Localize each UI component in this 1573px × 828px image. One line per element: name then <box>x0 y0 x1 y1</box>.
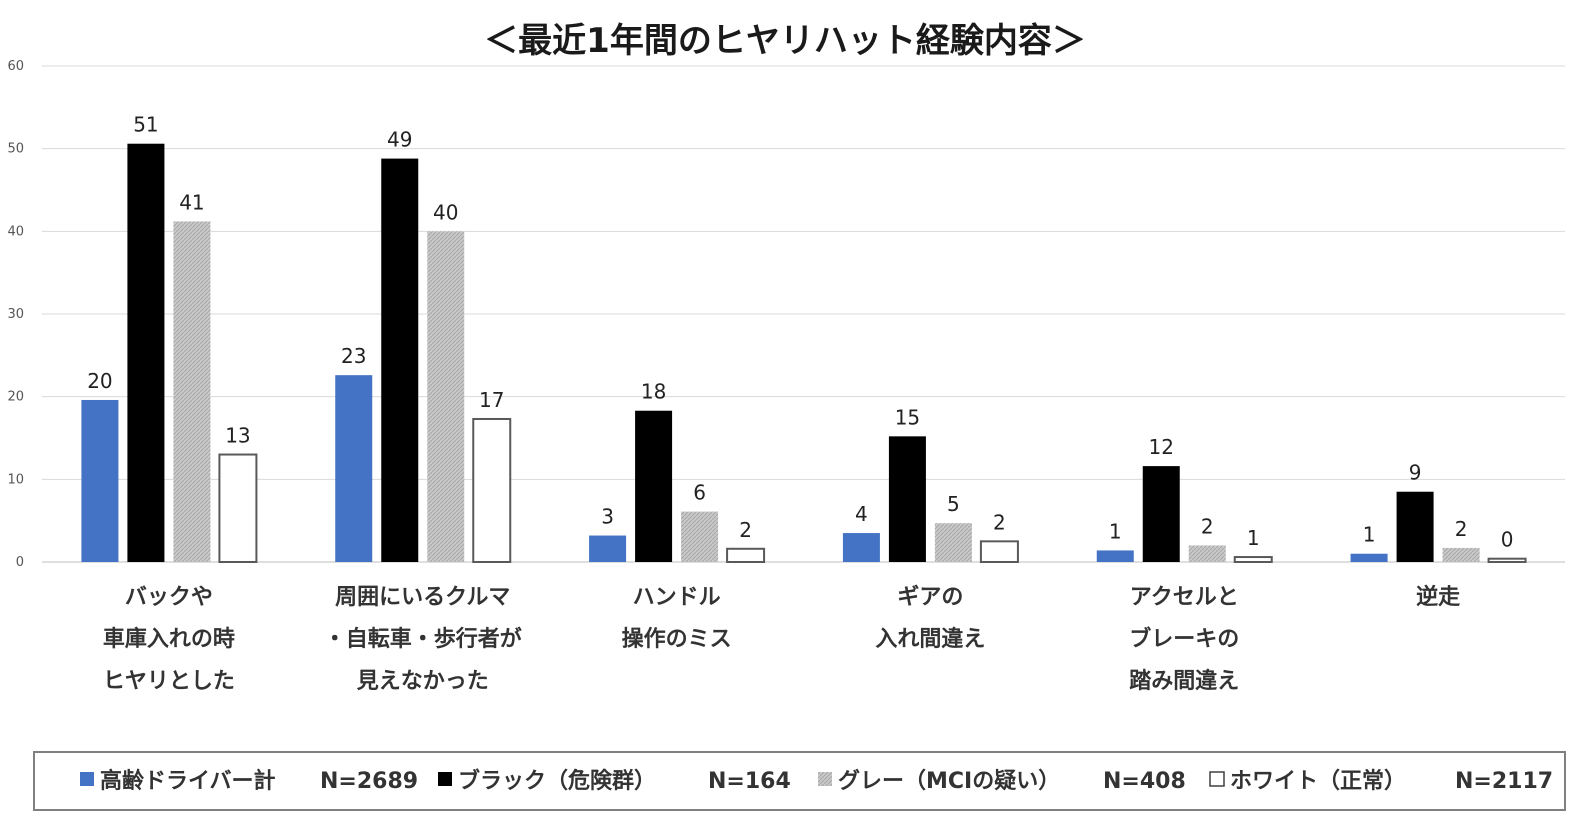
bar <box>1142 466 1180 562</box>
category-label: 入れ間違え <box>875 626 985 652</box>
category-label: 操作のミス <box>622 627 732 652</box>
bar <box>81 399 119 562</box>
bar <box>589 535 627 562</box>
data-label: 9 <box>1409 461 1422 485</box>
data-label: 41 <box>179 190 204 214</box>
y-tick-label: 0 <box>16 555 24 570</box>
bar <box>1442 547 1480 562</box>
y-tick-label: 40 <box>7 224 24 239</box>
data-label: 2 <box>1455 517 1468 541</box>
data-label: 3 <box>601 505 614 529</box>
legend-n-label: N=164 <box>708 769 791 794</box>
y-axis-ticks: 0 10 20 30 40 50 60 <box>7 59 24 570</box>
category-label: 逆走 <box>1416 584 1460 610</box>
bar <box>427 231 465 563</box>
category-label: ブレーキの <box>1129 626 1239 652</box>
category-label: ・自転車・歩行者が <box>324 626 522 652</box>
legend-swatch <box>80 772 94 786</box>
category-label: 車庫入れの時 <box>103 626 235 652</box>
data-label: 51 <box>133 113 158 137</box>
legend-label: グレー（MCIの疑い） <box>838 768 1060 794</box>
category-label: ハンドル <box>633 585 721 610</box>
data-label: 5 <box>947 492 960 516</box>
y-tick-label: 20 <box>7 390 24 405</box>
data-label: 20 <box>87 369 112 393</box>
legend-box <box>33 751 1566 811</box>
data-label: 13 <box>225 424 250 448</box>
y-tick-label: 30 <box>7 307 24 322</box>
bar <box>635 410 673 562</box>
bar <box>173 221 211 562</box>
legend-swatch <box>818 772 832 786</box>
data-label: 49 <box>387 128 412 152</box>
data-label: 40 <box>433 200 458 224</box>
category-label: ヒヤリとした <box>103 669 235 694</box>
data-label: 2 <box>1201 514 1214 538</box>
y-tick-label: 60 <box>7 59 24 74</box>
bar <box>681 511 719 562</box>
gridlines <box>42 65 1565 563</box>
category-label: 踏み間違え <box>1129 668 1239 694</box>
data-label: 0 <box>1501 528 1514 552</box>
bar <box>1188 545 1226 562</box>
category-label: バックや <box>125 585 213 610</box>
bar <box>1233 556 1273 563</box>
bar <box>726 547 766 563</box>
legend-label: ホワイト（正常） <box>1230 768 1406 794</box>
bar <box>842 533 880 562</box>
bar <box>218 453 258 563</box>
data-label: 15 <box>895 405 920 429</box>
bar <box>1096 550 1134 562</box>
bar <box>1350 553 1388 562</box>
bar <box>979 540 1019 563</box>
legend: 高齢ドライバー計 N=2689 ブラック（危険群） N=164 グレー（MCIの疑い） N… <box>80 768 1553 794</box>
data-label: 1 <box>1247 526 1260 550</box>
bar <box>1396 491 1434 562</box>
data-label: 6 <box>693 481 706 505</box>
bar <box>934 523 972 562</box>
category-label: 周囲にいるクルマ <box>335 585 510 610</box>
bars <box>81 143 1527 564</box>
data-label: 4 <box>855 502 868 526</box>
legend-label: ブラック（危険群） <box>458 768 656 794</box>
bar <box>127 143 165 562</box>
legend-swatch <box>438 772 452 786</box>
category-label: 見えなかった <box>357 669 489 694</box>
data-label: 2 <box>993 510 1006 534</box>
legend-n-label: N=408 <box>1103 769 1186 794</box>
data-label: 12 <box>1149 435 1174 459</box>
data-label: 17 <box>479 388 504 412</box>
data-label: 2 <box>739 518 752 542</box>
data-label: 1 <box>1109 519 1122 543</box>
legend-n-label: N=2117 <box>1455 769 1553 794</box>
data-label: 1 <box>1363 523 1376 547</box>
bar <box>888 436 926 562</box>
legend-swatch <box>1209 771 1225 787</box>
category-label: ギアの <box>897 585 963 610</box>
category-label: アクセルと <box>1130 585 1239 610</box>
bar <box>381 158 419 562</box>
y-tick-label: 50 <box>7 142 24 157</box>
bar <box>335 375 373 562</box>
chart-title: ＜最近1年間のヒヤリハット経験内容＞ <box>484 21 1086 61</box>
legend-n-label: N=2689 <box>320 769 418 794</box>
legend-label: 高齢ドライバー計 <box>100 768 276 794</box>
y-tick-label: 10 <box>7 472 24 487</box>
data-label: 23 <box>341 344 366 368</box>
bar <box>1487 557 1527 564</box>
bar <box>472 417 512 563</box>
data-label: 18 <box>641 380 666 404</box>
